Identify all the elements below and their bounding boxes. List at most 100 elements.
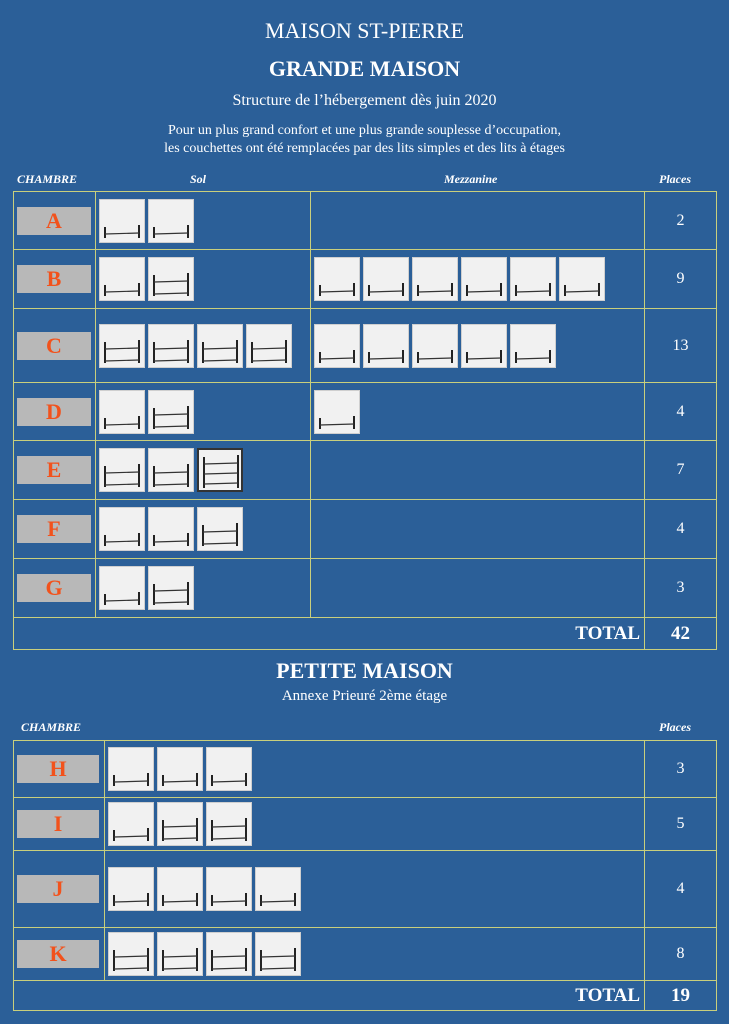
bunk-bed	[99, 323, 145, 368]
petite-header-places: Places	[659, 720, 691, 734]
room-label: D	[17, 397, 91, 426]
beds-cell	[104, 797, 645, 851]
triple-bed-icon	[203, 455, 239, 488]
single-bed	[99, 566, 145, 610]
places-value: 4	[644, 850, 717, 928]
places-value: 3	[644, 558, 717, 618]
grande-maison-subtitle: Structure de l’hébergement dès juin 2020	[232, 92, 497, 109]
single-bed-icon	[466, 349, 502, 363]
mezzanine-cell	[310, 191, 645, 250]
room-label: B	[17, 265, 91, 293]
site-title: MAISON ST-PIERRE	[264, 18, 465, 43]
total-value: 42	[644, 617, 717, 650]
bunk-bed	[148, 323, 194, 368]
beds-cell	[104, 850, 645, 928]
single-bed	[314, 257, 360, 301]
beds-cell-beds	[105, 867, 644, 911]
room-cell: H	[13, 740, 105, 798]
bunk-bed-icon	[153, 464, 189, 487]
single-bed	[363, 323, 409, 368]
room-label: H	[17, 755, 99, 783]
places-value: 5	[644, 797, 717, 851]
total-row: TOTAL 19	[13, 980, 717, 1011]
bunk-bed	[99, 448, 145, 492]
single-bed	[99, 389, 145, 434]
beds-cell	[104, 740, 645, 798]
single-bed	[461, 323, 507, 368]
bunk-bed-icon	[153, 339, 189, 363]
room-label: I	[17, 810, 99, 838]
grande-maison-title: GRANDE MAISON	[268, 56, 461, 81]
room-cell: E	[13, 440, 96, 500]
note-line-2: les couchettes ont été remplacées par de…	[164, 141, 565, 156]
places-value: 8	[644, 927, 717, 981]
total-label: TOTAL	[13, 980, 645, 1011]
places-value: 2	[644, 191, 717, 250]
single-bed	[157, 747, 203, 791]
single-bed-icon	[466, 283, 502, 296]
bunk-bed	[108, 932, 154, 976]
bunk-bed	[255, 932, 301, 976]
bunk-bed-icon	[113, 948, 149, 971]
single-bed-icon	[104, 224, 140, 238]
total-row: TOTAL 42	[13, 617, 717, 650]
bunk-bed	[206, 802, 252, 846]
single-bed	[157, 867, 203, 911]
petite-maison-title: PETITE MAISON	[276, 658, 453, 683]
bunk-bed	[148, 566, 194, 610]
single-bed-icon	[515, 349, 551, 363]
single-bed-icon	[319, 283, 355, 296]
bunk-bed	[197, 507, 243, 551]
bunk-bed-icon	[202, 339, 238, 363]
mezzanine-cell	[310, 499, 645, 559]
single-bed	[314, 323, 360, 368]
triple-bed	[197, 448, 243, 492]
room-cell: D	[13, 382, 96, 441]
sol-cell-beds	[96, 198, 310, 243]
bunk-bed-icon	[104, 464, 140, 487]
sol-cell-beds	[96, 323, 310, 368]
single-bed-icon	[417, 283, 453, 296]
single-bed-icon	[211, 893, 247, 906]
sol-cell-beds	[96, 389, 310, 434]
bunk-bed	[206, 932, 252, 976]
beds-cell	[104, 927, 645, 981]
bunk-bed-icon	[153, 273, 189, 296]
single-bed-icon	[104, 415, 140, 429]
petite-header-room: CHAMBRE	[21, 720, 82, 734]
places-value: 4	[644, 382, 717, 441]
single-bed-icon	[211, 773, 247, 786]
mezzanine-cell	[310, 249, 645, 309]
single-bed-icon	[153, 224, 189, 238]
petite-maison-subtitle: Annexe Prieuré 2ème étage	[281, 688, 448, 704]
places-value: 9	[644, 249, 717, 309]
sol-cell-beds	[96, 257, 310, 301]
bunk-bed	[148, 257, 194, 301]
sol-cell-beds	[96, 566, 310, 610]
mezzanine-cell-beds	[311, 323, 644, 368]
single-bed-icon	[319, 349, 355, 363]
room-cell: I	[13, 797, 105, 851]
sol-cell-beds	[96, 448, 310, 492]
single-bed	[314, 389, 360, 434]
single-bed-icon	[368, 349, 404, 363]
room-label: C	[17, 331, 91, 360]
places-value: 4	[644, 499, 717, 559]
single-bed-icon	[162, 773, 198, 786]
single-bed	[461, 257, 507, 301]
sol-cell	[95, 382, 311, 441]
room-cell: J	[13, 850, 105, 928]
table-row: C 13	[13, 308, 717, 383]
room-cell: B	[13, 249, 96, 309]
bunk-bed	[197, 323, 243, 368]
bunk-bed-icon	[153, 405, 189, 429]
beds-cell-beds	[105, 747, 644, 791]
room-label: G	[17, 574, 91, 602]
single-bed	[412, 257, 458, 301]
bunk-bed	[157, 802, 203, 846]
